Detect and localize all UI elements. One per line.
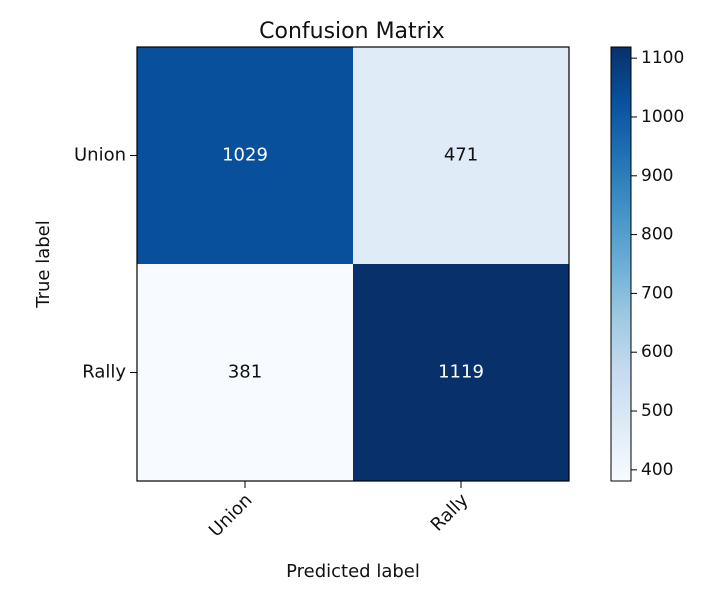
heatmap-cell-0-1 bbox=[353, 47, 569, 264]
heatmap-cell-labels: 1029 471 381 1119 bbox=[222, 145, 484, 383]
heatmap-cell-1-1 bbox=[353, 264, 569, 481]
colorbar-tick-label-6: 1000 bbox=[641, 107, 684, 127]
x-tick-label-0: Union bbox=[205, 490, 257, 542]
heatmap-cell-label-1-1: 1119 bbox=[438, 362, 484, 383]
colorbar-tick-label-0: 400 bbox=[641, 460, 673, 480]
colorbar-ticks: 400 500 600 700 800 900 1000 1100 bbox=[631, 48, 684, 480]
colorbar-tick-label-1: 500 bbox=[641, 401, 673, 421]
colorbar bbox=[610, 46, 632, 482]
y-axis-label: True label bbox=[33, 220, 54, 309]
x-axis-label: Predicted label bbox=[286, 561, 420, 582]
y-axis-ticks: Union Rally bbox=[74, 145, 137, 383]
x-tick-label-1: Rally bbox=[427, 489, 473, 535]
colorbar-tick-label-5: 900 bbox=[641, 166, 673, 186]
y-tick-label-0: Union bbox=[74, 145, 126, 166]
heatmap-cell-label-0-0: 1029 bbox=[222, 145, 268, 166]
heatmap-cell-1-0 bbox=[137, 264, 353, 481]
y-tick-label-1: Rally bbox=[82, 362, 126, 383]
colorbar-tick-label-7: 1100 bbox=[641, 48, 684, 68]
chart-title: Confusion Matrix bbox=[259, 19, 445, 44]
plot-frame bbox=[136, 46, 570, 482]
heatmap-cell-label-1-0: 381 bbox=[228, 362, 262, 383]
heatmap-cells bbox=[137, 47, 569, 481]
x-axis-ticks: Union Rally bbox=[205, 481, 473, 541]
heatmap-cell-0-0 bbox=[137, 47, 353, 264]
colorbar-tick-label-2: 600 bbox=[641, 342, 673, 362]
colorbar-tick-label-4: 800 bbox=[641, 225, 673, 245]
heatmap-cell-label-0-1: 471 bbox=[444, 145, 478, 166]
colorbar-tick-label-3: 700 bbox=[641, 283, 673, 303]
